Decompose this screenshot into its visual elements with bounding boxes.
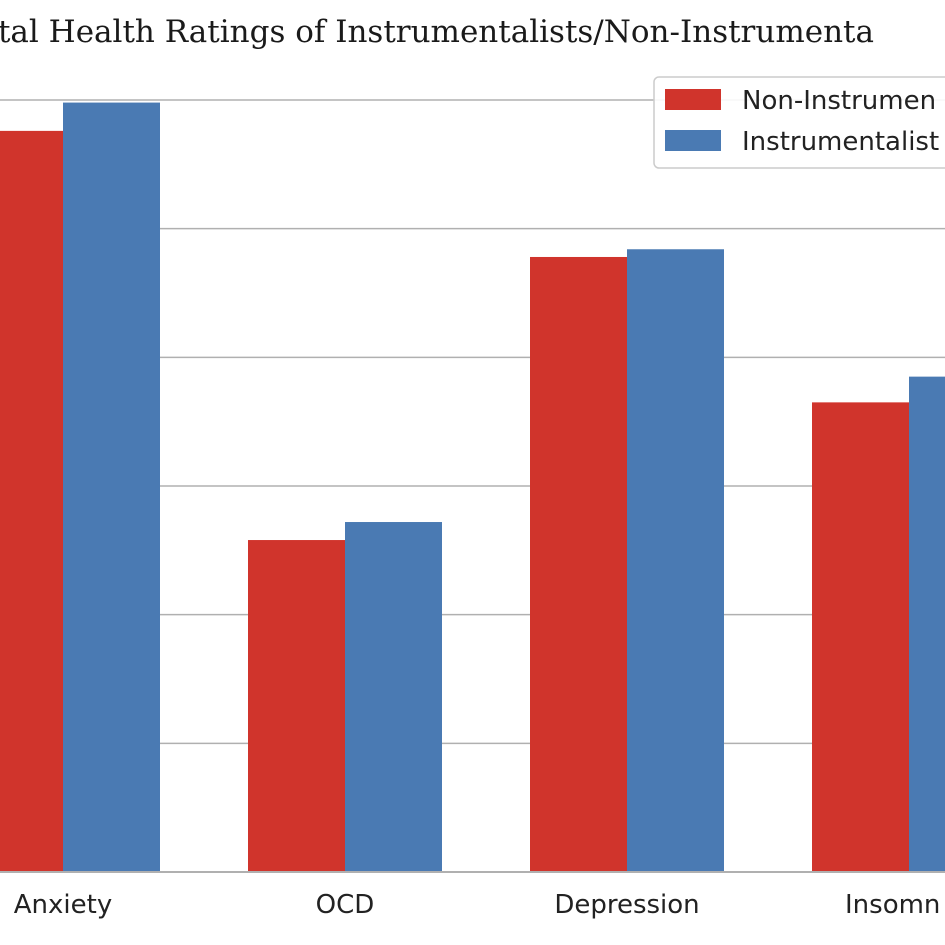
bar-ocd-instrumentalists xyxy=(345,522,442,872)
bar-anxiety-non-instrumentalists xyxy=(0,130,63,872)
x-tick-label: Anxiety xyxy=(14,890,112,920)
legend-swatch xyxy=(665,89,721,110)
x-tick-label: OCD xyxy=(316,890,375,920)
legend-label: Non-Instrumen xyxy=(742,86,936,116)
bar-anxiety-instrumentalists xyxy=(63,102,160,872)
legend-swatch xyxy=(665,130,721,151)
legend-box xyxy=(653,76,945,169)
x-tick-label: Depression xyxy=(554,890,699,920)
legend-label: Instrumentalist xyxy=(742,127,939,157)
bar-insomnia-non-instrumentalists xyxy=(812,402,909,872)
bar-insomnia-instrumentalists xyxy=(909,376,945,872)
bar-ocd-non-instrumentalists xyxy=(248,540,345,872)
bar-depression-instrumentalists xyxy=(627,249,724,873)
x-tick-label: Insomn xyxy=(845,890,940,920)
bar-depression-non-instrumentalists xyxy=(530,256,627,872)
chart-title: ntal Health Ratings of Instrumentalists/… xyxy=(0,14,874,50)
